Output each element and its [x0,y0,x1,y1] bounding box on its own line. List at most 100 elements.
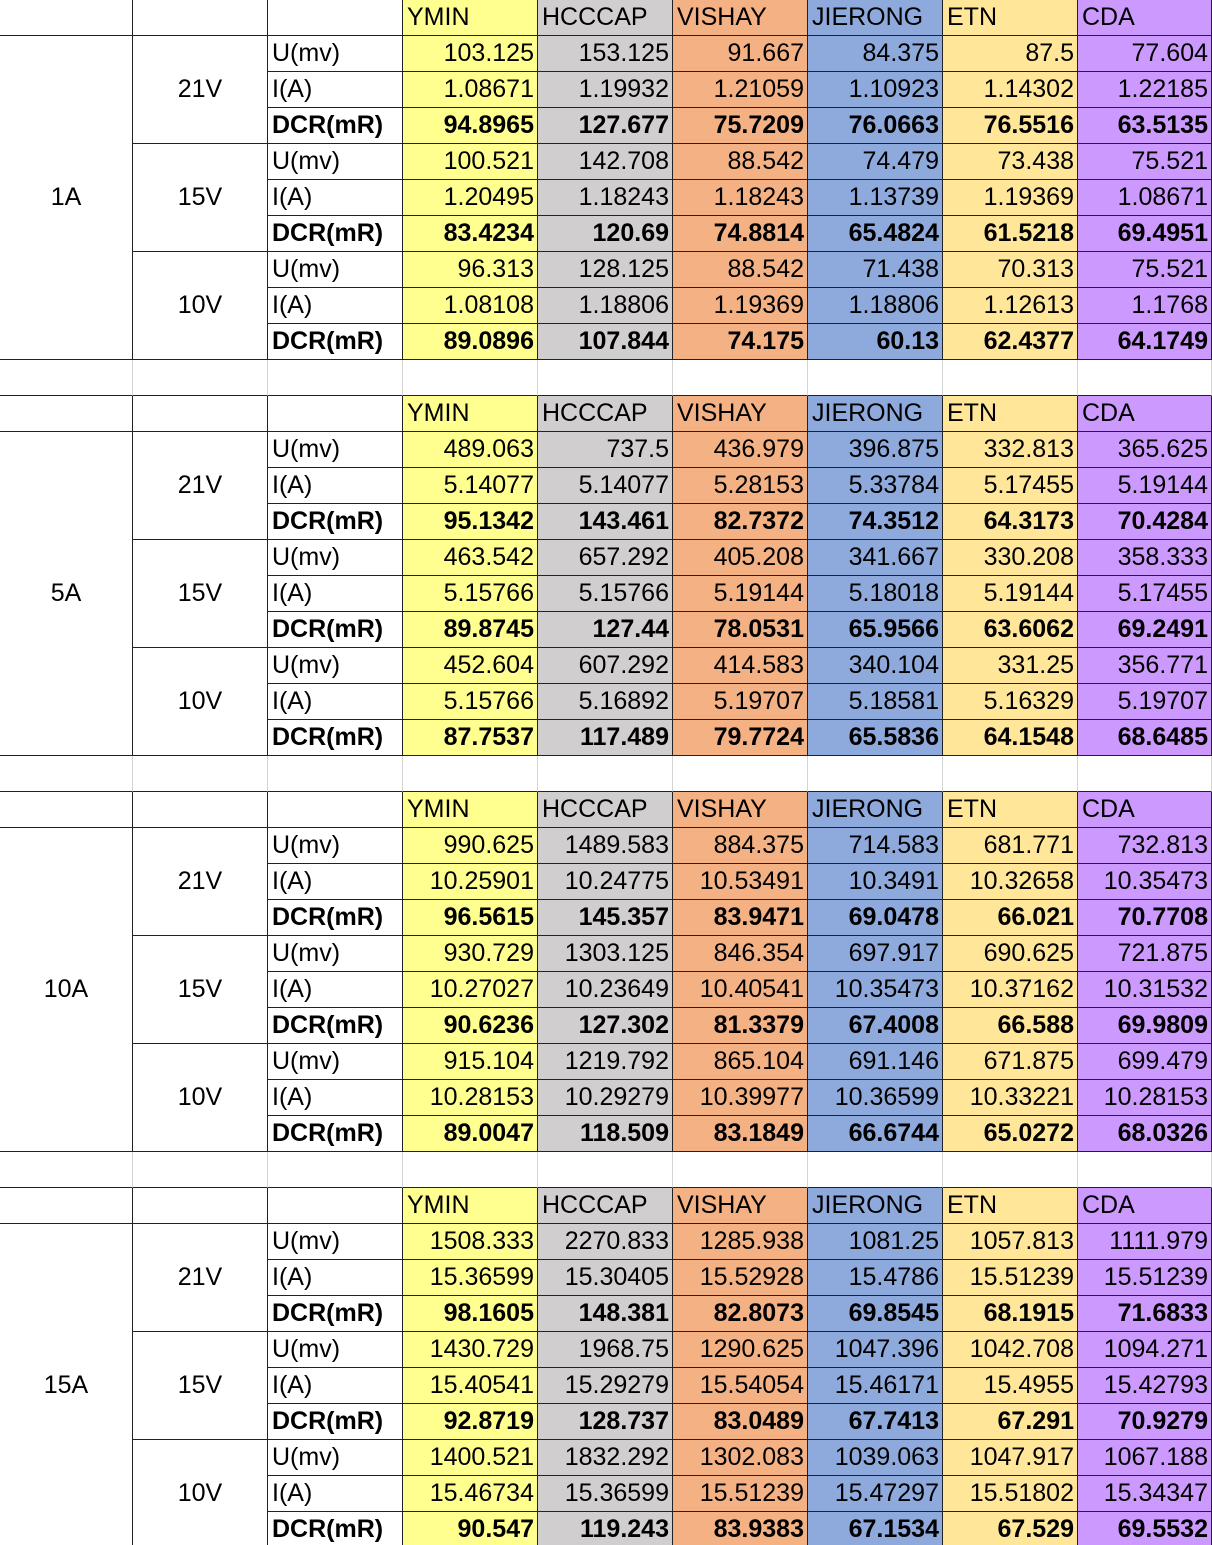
value-cell: 15.46171 [808,1368,943,1404]
value-cell: 846.354 [673,936,808,972]
value-cell: 714.583 [808,828,943,864]
value-cell: 1430.729 [403,1332,538,1368]
value-cell: 103.125 [403,36,538,72]
value-cell: 990.625 [403,828,538,864]
empty-cell [133,792,268,828]
value-cell: 68.0326 [1078,1116,1212,1152]
value-cell: 119.243 [538,1512,673,1545]
value-cell: 414.583 [673,648,808,684]
value-cell: 331.25 [943,648,1078,684]
value-cell: 721.875 [1078,936,1212,972]
value-cell: 67.529 [943,1512,1078,1545]
value-cell: 127.677 [538,108,673,144]
row-label: DCR(mR) [268,900,403,936]
row-label: DCR(mR) [268,216,403,252]
value-cell: 89.0896 [403,324,538,360]
empty-cell [0,1188,133,1224]
blank-cell [0,1152,133,1188]
value-cell: 356.771 [1078,648,1212,684]
value-cell: 1.19932 [538,72,673,108]
value-cell: 69.0478 [808,900,943,936]
value-cell: 10.29279 [538,1080,673,1116]
value-cell: 2270.833 [538,1224,673,1260]
value-cell: 89.8745 [403,612,538,648]
value-cell: 70.7708 [1078,900,1212,936]
empty-cell [0,0,133,36]
value-cell: 15.42793 [1078,1368,1212,1404]
blank-cell [133,756,268,792]
voltage-label: 10V [133,252,268,360]
column-header: CDA [1078,396,1212,432]
blank-cell [808,756,943,792]
value-cell: 5.33784 [808,468,943,504]
value-cell: 405.208 [673,540,808,576]
value-cell: 143.461 [538,504,673,540]
value-cell: 1.19369 [943,180,1078,216]
value-cell: 5.15766 [403,576,538,612]
value-cell: 697.917 [808,936,943,972]
value-cell: 88.542 [673,144,808,180]
value-cell: 1047.917 [943,1440,1078,1476]
value-cell: 1.10923 [808,72,943,108]
row-label: U(mv) [268,1044,403,1080]
column-header: JIERONG [808,396,943,432]
value-cell: 691.146 [808,1044,943,1080]
value-cell: 5.14077 [403,468,538,504]
row-label: I(A) [268,1080,403,1116]
row-label: DCR(mR) [268,1116,403,1152]
blank-cell [943,756,1078,792]
value-cell: 1.18243 [673,180,808,216]
column-header: YMIN [403,1188,538,1224]
column-header: ETN [943,1188,1078,1224]
value-cell: 10.28153 [403,1080,538,1116]
current-label: 15A [0,1224,133,1545]
column-header: CDA [1078,0,1212,36]
value-cell: 10.28153 [1078,1080,1212,1116]
value-cell: 83.9471 [673,900,808,936]
value-cell: 128.737 [538,1404,673,1440]
row-label: I(A) [268,684,403,720]
current-label: 5A [0,432,133,756]
value-cell: 1285.938 [673,1224,808,1260]
voltage-label: 15V [133,540,268,648]
row-label: U(mv) [268,936,403,972]
row-label: U(mv) [268,1332,403,1368]
value-cell: 61.5218 [943,216,1078,252]
column-header: YMIN [403,792,538,828]
value-cell: 95.1342 [403,504,538,540]
row-label: I(A) [268,864,403,900]
row-label: U(mv) [268,648,403,684]
value-cell: 1968.75 [538,1332,673,1368]
value-cell: 15.4786 [808,1260,943,1296]
voltage-label: 21V [133,1224,268,1332]
value-cell: 64.1749 [1078,324,1212,360]
value-cell: 15.40541 [403,1368,538,1404]
value-cell: 69.5532 [1078,1512,1212,1545]
current-label: 10A [0,828,133,1152]
value-cell: 1.1768 [1078,288,1212,324]
value-cell: 96.313 [403,252,538,288]
value-cell: 63.6062 [943,612,1078,648]
value-cell: 1.22185 [1078,72,1212,108]
row-label: I(A) [268,1260,403,1296]
value-cell: 15.29279 [538,1368,673,1404]
value-cell: 70.9279 [1078,1404,1212,1440]
value-cell: 107.844 [538,324,673,360]
value-cell: 5.14077 [538,468,673,504]
empty-cell [268,1188,403,1224]
value-cell: 64.1548 [943,720,1078,756]
blank-cell [808,1152,943,1188]
value-cell: 341.667 [808,540,943,576]
value-cell: 90.547 [403,1512,538,1545]
value-cell: 75.521 [1078,252,1212,288]
blank-cell [943,360,1078,396]
value-cell: 10.36599 [808,1080,943,1116]
value-cell: 10.3491 [808,864,943,900]
value-cell: 330.208 [943,540,1078,576]
value-cell: 15.51239 [673,1476,808,1512]
value-cell: 64.3173 [943,504,1078,540]
blank-cell [538,1152,673,1188]
value-cell: 10.35473 [808,972,943,1008]
blank-cell [943,1152,1078,1188]
